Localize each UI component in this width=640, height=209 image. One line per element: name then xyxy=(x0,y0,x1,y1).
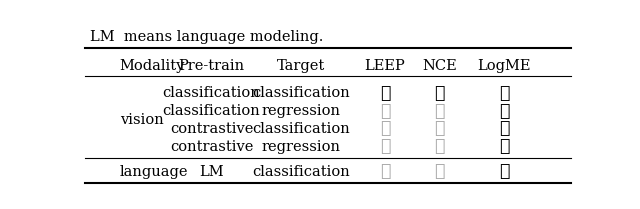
Text: ✗: ✗ xyxy=(435,163,445,180)
Text: ✗: ✗ xyxy=(380,120,390,137)
Text: LM  means language modeling.: LM means language modeling. xyxy=(90,30,323,44)
Text: ✗: ✗ xyxy=(435,120,445,137)
Text: classification: classification xyxy=(163,87,260,101)
Text: ✓: ✓ xyxy=(435,85,445,102)
Text: vision: vision xyxy=(120,113,163,127)
Text: Target: Target xyxy=(276,59,325,73)
Text: Modality: Modality xyxy=(120,59,185,73)
Text: ✗: ✗ xyxy=(380,103,390,120)
Text: ✓: ✓ xyxy=(499,85,509,102)
Text: ✗: ✗ xyxy=(380,138,390,155)
Text: Pre-train: Pre-train xyxy=(179,59,244,73)
Text: contrastive: contrastive xyxy=(170,140,253,154)
Text: ✓: ✓ xyxy=(380,85,390,102)
Text: ✗: ✗ xyxy=(435,103,445,120)
Text: ✗: ✗ xyxy=(380,163,390,180)
Text: ✓: ✓ xyxy=(499,120,509,137)
Text: classification: classification xyxy=(163,104,260,118)
Text: contrastive: contrastive xyxy=(170,122,253,136)
Text: ✓: ✓ xyxy=(499,163,509,180)
Text: ✓: ✓ xyxy=(499,103,509,120)
Text: ✓: ✓ xyxy=(499,138,509,155)
Text: LM: LM xyxy=(199,164,224,178)
Text: classification: classification xyxy=(252,164,349,178)
Text: LEEP: LEEP xyxy=(365,59,405,73)
Text: classification: classification xyxy=(252,87,349,101)
Text: classification: classification xyxy=(252,122,349,136)
Text: LogME: LogME xyxy=(477,59,531,73)
Text: language: language xyxy=(120,164,188,178)
Text: regression: regression xyxy=(261,140,340,154)
Text: NCE: NCE xyxy=(422,59,457,73)
Text: regression: regression xyxy=(261,104,340,118)
Text: ✗: ✗ xyxy=(435,138,445,155)
